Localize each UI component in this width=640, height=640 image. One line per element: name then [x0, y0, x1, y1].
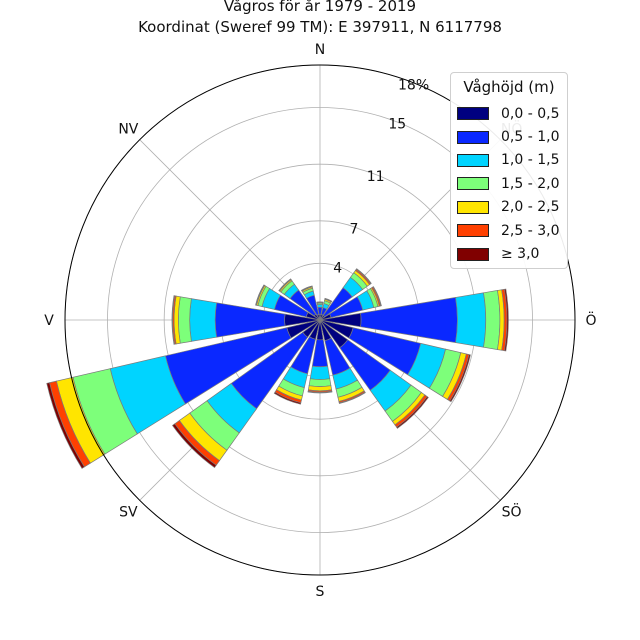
legend-label: 2,0 - 2,5: [501, 199, 560, 216]
petal-15-bin-6: [301, 285, 313, 292]
petal-11-bin-6: [46, 382, 85, 469]
compass-label-nv: NV: [118, 121, 138, 137]
legend-label: 0,0 - 0,5: [501, 105, 560, 122]
petal-13-bin-6: [255, 284, 265, 306]
petal-12-bin-6: [171, 295, 176, 345]
petal-12-bin-2: [189, 298, 217, 342]
radial-tick-label-0: 4: [333, 261, 342, 277]
legend-title: Våghöjd (m): [463, 78, 555, 96]
legend-label: 0,5 - 1,0: [501, 129, 560, 146]
compass-label-s: S: [316, 584, 325, 600]
petal-2-bin-6: [355, 268, 372, 285]
radial-tick-label-3: 15: [388, 117, 406, 133]
radial-tick-label-2: 11: [367, 169, 385, 185]
legend-item: 2,0 - 2,5: [451, 196, 567, 219]
legend-label: 1,0 - 1,5: [501, 152, 560, 169]
radial-tick-label-1: 7: [349, 221, 358, 237]
legend-swatch: [457, 130, 489, 144]
legend-item: 0,5 - 1,0: [451, 125, 567, 148]
petal-4-bin-3: [483, 290, 501, 350]
legend-swatch: [457, 224, 489, 238]
legend-label: 1,5 - 2,0: [501, 175, 560, 192]
petal-7-bin-6: [338, 391, 366, 404]
legend-item: 1,0 - 1,5: [451, 149, 567, 172]
petal-4-bin-6: [504, 288, 509, 352]
petal-10-bin-6: [171, 423, 217, 469]
chart-subtitle: Koordinat (Sweref 99 TM): E 397911, N 61…: [138, 18, 502, 36]
radial-tick-label-4: 18%: [398, 77, 429, 93]
legend-swatch: [457, 107, 489, 121]
petal-12-bin-3: [178, 296, 192, 344]
compass-label-n: N: [315, 42, 325, 58]
legend-item: 1,5 - 2,0: [451, 172, 567, 195]
petal-3-bin-6: [372, 286, 382, 307]
legend-swatch: [457, 153, 489, 167]
compass-label-o: Ö: [585, 311, 596, 329]
polar-frame: [64, 64, 576, 576]
petal-9-bin-6: [273, 391, 302, 405]
petal-5-bin-6: [449, 354, 471, 403]
compass-label-so: SÖ: [502, 503, 522, 521]
chart-title: Vågros för år 1979 - 2019: [223, 0, 417, 15]
legend-swatch: [457, 177, 489, 191]
legend-item: 0,0 - 0,5: [451, 102, 567, 125]
legend-swatch: [457, 200, 489, 214]
legend-label: 2,5 - 3,0: [501, 222, 560, 239]
petal-4-bin-2: [455, 292, 487, 348]
petal-8-bin-6: [307, 390, 333, 394]
legend-item: ≥ 3,0: [451, 242, 567, 265]
legend-item: 2,5 - 3,0: [451, 219, 567, 242]
petal-14-bin-6: [278, 278, 292, 292]
petal-8-bin-3: [308, 378, 332, 387]
compass-label-sv: SV: [119, 505, 138, 521]
legend: Våghöjd (m) 0,0 - 0,5 0,5 - 1,0 1,0 - 1,5 1…: [450, 72, 568, 269]
petal-1-bin-6: [324, 297, 333, 302]
legend-swatch: [457, 247, 489, 261]
petal-6-bin-6: [396, 396, 429, 429]
petal-8-bin-2: [309, 365, 331, 380]
legend-label: ≥ 3,0: [501, 246, 540, 263]
compass-label-v: V: [44, 313, 54, 329]
